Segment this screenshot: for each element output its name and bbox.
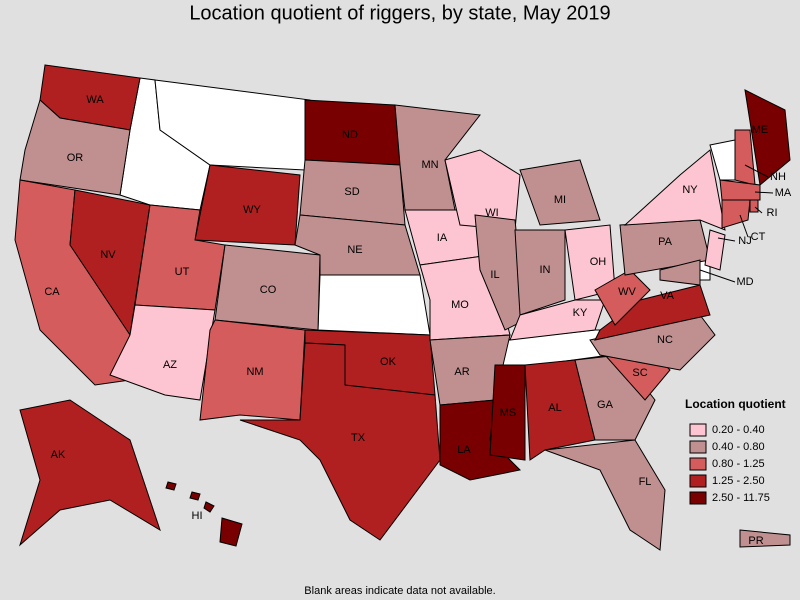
state-shape	[749, 199, 759, 213]
state-shape	[189, 491, 201, 501]
state-labels: WA OR CA NV WY UT AZ CO NM ND SD NE OK TX MN IA MO AR LA MS…	[44, 94, 792, 547]
state-label: AL	[548, 402, 561, 414]
legend-label: 0.40 - 0.80	[712, 441, 765, 453]
state-label: OH	[590, 256, 607, 268]
legend-label: 0.20 - 0.40	[712, 424, 765, 436]
state-label: ME	[752, 124, 769, 136]
leader-line	[754, 206, 763, 214]
state-label: WY	[243, 204, 261, 216]
leader-line	[699, 269, 736, 283]
state-label: MI	[554, 194, 566, 206]
state-shape	[474, 214, 526, 331]
legend-swatch	[689, 457, 707, 471]
state-shape	[524, 359, 596, 461]
state-label: TX	[351, 432, 366, 444]
state-label: IA	[437, 232, 448, 244]
state-shape	[239, 342, 441, 541]
leader-line	[739, 214, 749, 238]
legend-label: 0.80 - 1.25	[712, 458, 765, 470]
leader-line	[754, 191, 774, 194]
state-shape	[721, 199, 751, 229]
state-label: CO	[260, 284, 277, 296]
state-shape	[109, 304, 216, 401]
map-title: Location quotient of riggers, by state, …	[189, 2, 610, 24]
state-label: MN	[421, 159, 438, 171]
state-label: KY	[573, 307, 588, 319]
state-label: RI	[767, 207, 778, 219]
state-label: PR	[748, 535, 763, 547]
state-label: NJ	[738, 235, 751, 247]
state-label: NE	[347, 244, 362, 256]
state-shape	[719, 179, 761, 201]
state-label: OR	[67, 152, 84, 164]
state-ks	[317, 274, 431, 336]
state-shape	[444, 149, 521, 231]
state-shape	[739, 529, 791, 548]
state-shape	[519, 159, 601, 226]
footnote: Blank areas indicate data not available.	[304, 585, 495, 597]
state-label: PA	[658, 236, 673, 248]
legend-swatch	[689, 491, 707, 505]
state-label: WV	[618, 286, 636, 298]
state-label: HI	[192, 510, 203, 522]
legend-swatch	[689, 440, 707, 454]
state-label: OK	[380, 356, 397, 368]
state-shape	[704, 229, 726, 271]
states	[14, 64, 791, 551]
state-shape	[744, 89, 791, 186]
state-label: MO	[451, 299, 469, 311]
leader-line	[744, 164, 769, 178]
state-label: MA	[775, 187, 792, 199]
leader-line	[717, 237, 736, 242]
state-shape	[659, 259, 701, 286]
state-label: IL	[490, 269, 499, 281]
state-label: NC	[657, 334, 673, 346]
state-shape	[294, 214, 421, 276]
state-label: MD	[736, 276, 753, 288]
state-label: UT	[175, 266, 190, 278]
state-label: WA	[86, 94, 104, 106]
state-label: NV	[100, 249, 116, 261]
state-label: VA	[660, 290, 675, 302]
state-label: AZ	[163, 359, 177, 371]
state-label: LA	[457, 444, 471, 456]
legend-swatch	[689, 423, 707, 437]
state-label: NH	[770, 171, 786, 183]
state-label: SC	[632, 367, 647, 379]
state-label: SD	[344, 186, 359, 198]
state-label: AK	[51, 449, 66, 461]
state-shape	[623, 149, 726, 231]
state-label: NY	[682, 184, 698, 196]
legend-swatch	[689, 474, 707, 488]
state-label: AR	[454, 366, 469, 378]
state-label: FL	[639, 476, 652, 488]
state-shape	[544, 439, 666, 551]
state-shape	[214, 244, 321, 331]
state-label: IN	[540, 264, 551, 276]
state-shape	[203, 501, 215, 513]
state-label: WI	[485, 207, 498, 219]
state-shape	[219, 517, 243, 547]
state-mt	[154, 79, 311, 171]
state-label: CT	[751, 231, 766, 243]
state-label: MS	[500, 407, 517, 419]
state-shape	[489, 364, 526, 461]
legend-label: 1.25 - 2.50	[712, 475, 765, 487]
legend: 0.20 - 0.40 0.40 - 0.80 0.80 - 1.25 1.25 - …	[689, 423, 770, 505]
legend-label: 2.50 - 11.75	[712, 492, 770, 504]
state-shape	[19, 99, 131, 196]
state-shape	[594, 269, 651, 326]
legend-title: Location quotient	[685, 397, 786, 411]
state-label: NM	[246, 366, 263, 378]
state-label: ND	[342, 129, 358, 141]
state-shape	[509, 299, 606, 341]
state-shape	[19, 399, 161, 547]
state-label: CA	[44, 286, 60, 298]
state-label: GA	[597, 399, 614, 411]
state-shape	[514, 229, 566, 316]
state-shape	[165, 481, 177, 491]
